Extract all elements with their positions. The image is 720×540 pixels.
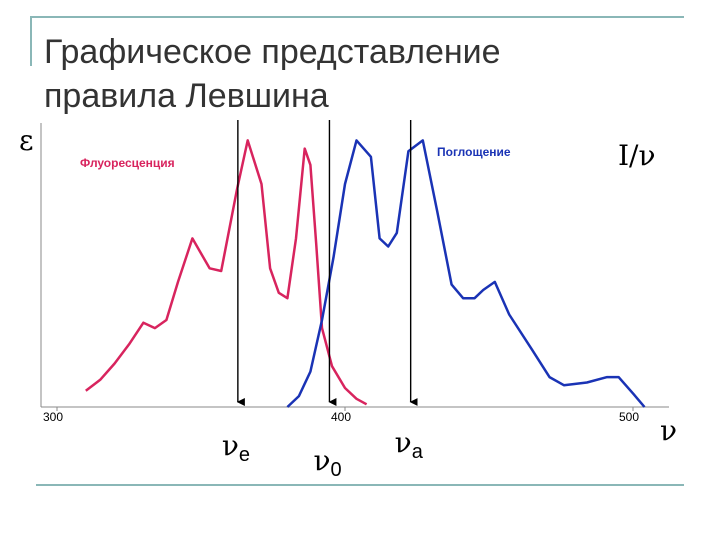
x-label: ν — [660, 414, 677, 447]
left-decor-line — [30, 16, 32, 66]
series-label-fluorescence: Флуоресценция — [80, 156, 175, 170]
y-label-right: I/ν — [618, 139, 656, 172]
page-title: Графическое представление правила Левшин… — [44, 30, 684, 118]
absorption-curve — [286, 139, 646, 408]
marker-label-e: νe — [222, 429, 250, 466]
y-label-left: ε — [19, 124, 34, 157]
x-tick-label: 500 — [619, 410, 639, 424]
marker-label-0: ν0 — [313, 444, 341, 481]
top-decor-line — [30, 16, 684, 18]
series-label-absorption: Поглощение — [437, 145, 511, 159]
x-tick-label: 300 — [43, 410, 63, 424]
marker-subscript-0: 0 — [330, 459, 341, 481]
fluorescence-curve — [85, 139, 368, 406]
bottom-decor-line — [36, 484, 684, 486]
marker-subscript-a: a — [412, 441, 424, 463]
title-line-1: Графическое представление — [44, 33, 501, 71]
x-tick-label: 400 — [331, 410, 351, 424]
marker-subscript-e: e — [239, 444, 250, 466]
title-line-2: правила Левшина — [44, 77, 329, 115]
marker-label-a: νa — [395, 426, 424, 463]
